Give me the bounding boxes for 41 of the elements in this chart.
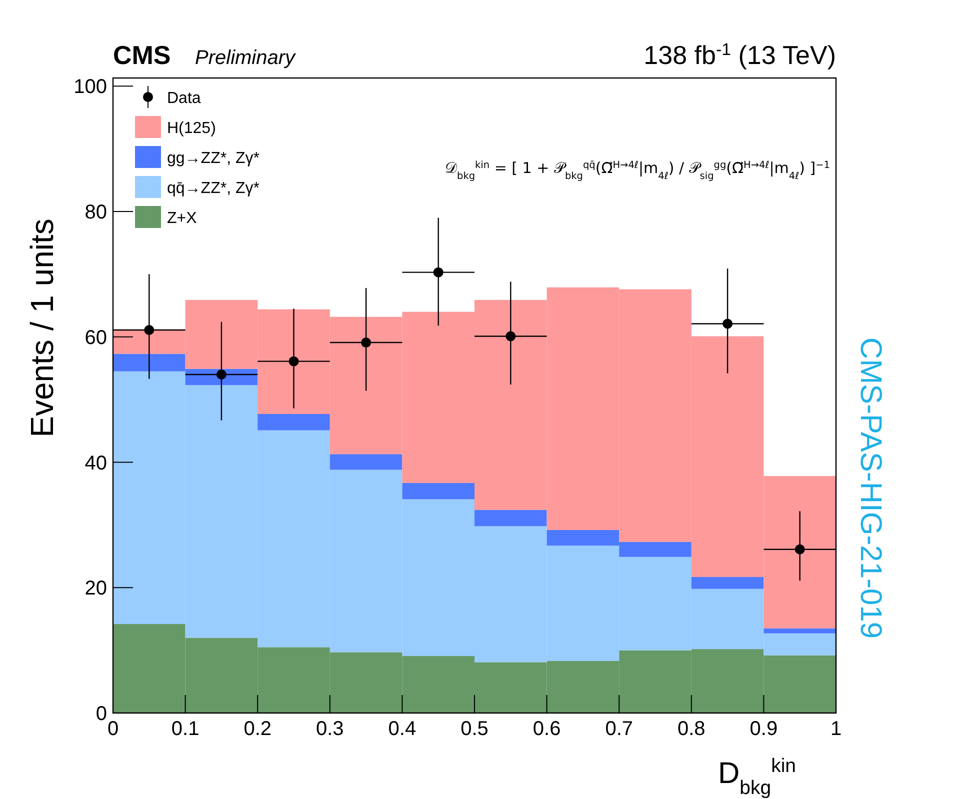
x-tick-label: 0.3 — [316, 718, 344, 740]
bar — [258, 414, 330, 430]
x-tick-label: 0.9 — [750, 718, 778, 740]
point — [144, 324, 154, 335]
legend-label: gg→ZZ*, Zγ* — [167, 150, 260, 167]
bar — [402, 482, 474, 500]
x-tick-label: 0.2 — [244, 718, 272, 740]
chart-title: CMS — [113, 40, 171, 70]
legend-label: Z+X — [167, 210, 198, 227]
legend-label: H(125) — [167, 120, 216, 137]
legend-label: Data — [167, 90, 201, 107]
text: 𝒟$_{bkg}$$^{kin}$ = [ 1 + 𝒫$_{bkg}$$^{qq̄}$(Ω⃗$^{H→4ℓ}$|m$_{4ℓ}$) / 𝒫$_{sig}$$^{gg}$(Ω⃗$^{H→4ℓ}$|m$_{4ℓ}$) ]$^{−1}$ — [445, 159, 830, 182]
x-tick-label: 0.4 — [388, 718, 416, 740]
point — [722, 318, 733, 329]
chart-subtitle: Preliminary — [195, 47, 296, 69]
y-tick-label: 80 — [84, 202, 107, 224]
text: 138 fb$^{-1}$ (13 TeV) — [644, 40, 836, 70]
point — [506, 331, 516, 342]
y-tick-label: 60 — [84, 326, 107, 349]
y-axis-title: Events / 1 units — [24, 218, 60, 438]
bar — [691, 576, 764, 589]
y-tick-label: 0 — [96, 703, 107, 725]
x-tick-label: 0.5 — [460, 718, 488, 740]
point — [216, 370, 226, 380]
point — [794, 544, 805, 554]
y-tick-label: 40 — [84, 452, 107, 474]
bar — [474, 510, 547, 526]
x-tick-label: 1 — [830, 718, 842, 740]
bar — [330, 454, 402, 470]
x-tick-label: 0.1 — [171, 718, 200, 740]
y-tick-label: 20 — [84, 578, 107, 600]
legend-label: qq̄→ZZ*, Zγ* — [167, 180, 260, 197]
x-tick-label: 0.6 — [532, 718, 561, 740]
text: CMS-PAS-HIG-21-019 — [854, 337, 887, 639]
y-tick-label: 100 — [74, 76, 107, 98]
point — [361, 338, 372, 348]
point — [433, 267, 444, 278]
bar — [764, 628, 836, 634]
x-tick-label: 0.7 — [605, 718, 634, 740]
point — [288, 356, 299, 366]
x-tick-label: 0.8 — [677, 718, 706, 740]
